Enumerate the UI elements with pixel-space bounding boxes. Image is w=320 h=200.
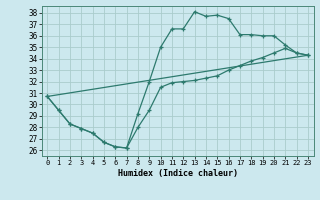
X-axis label: Humidex (Indice chaleur): Humidex (Indice chaleur) [118,169,237,178]
